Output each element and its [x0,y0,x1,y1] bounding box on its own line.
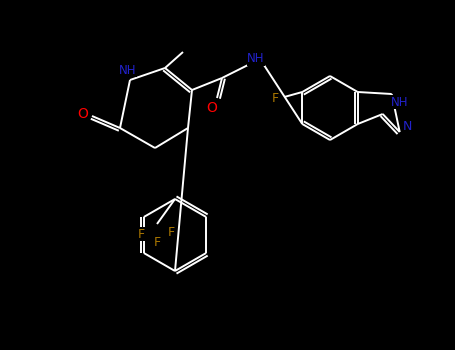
Text: F: F [137,228,145,240]
Text: O: O [207,101,217,115]
Text: F: F [167,225,175,238]
Text: F: F [272,92,279,105]
Text: F: F [153,236,161,248]
Text: O: O [77,107,88,121]
Text: NH: NH [247,52,265,65]
Text: NH: NH [119,63,137,77]
Text: N: N [403,120,412,133]
Text: NH: NH [391,96,409,108]
